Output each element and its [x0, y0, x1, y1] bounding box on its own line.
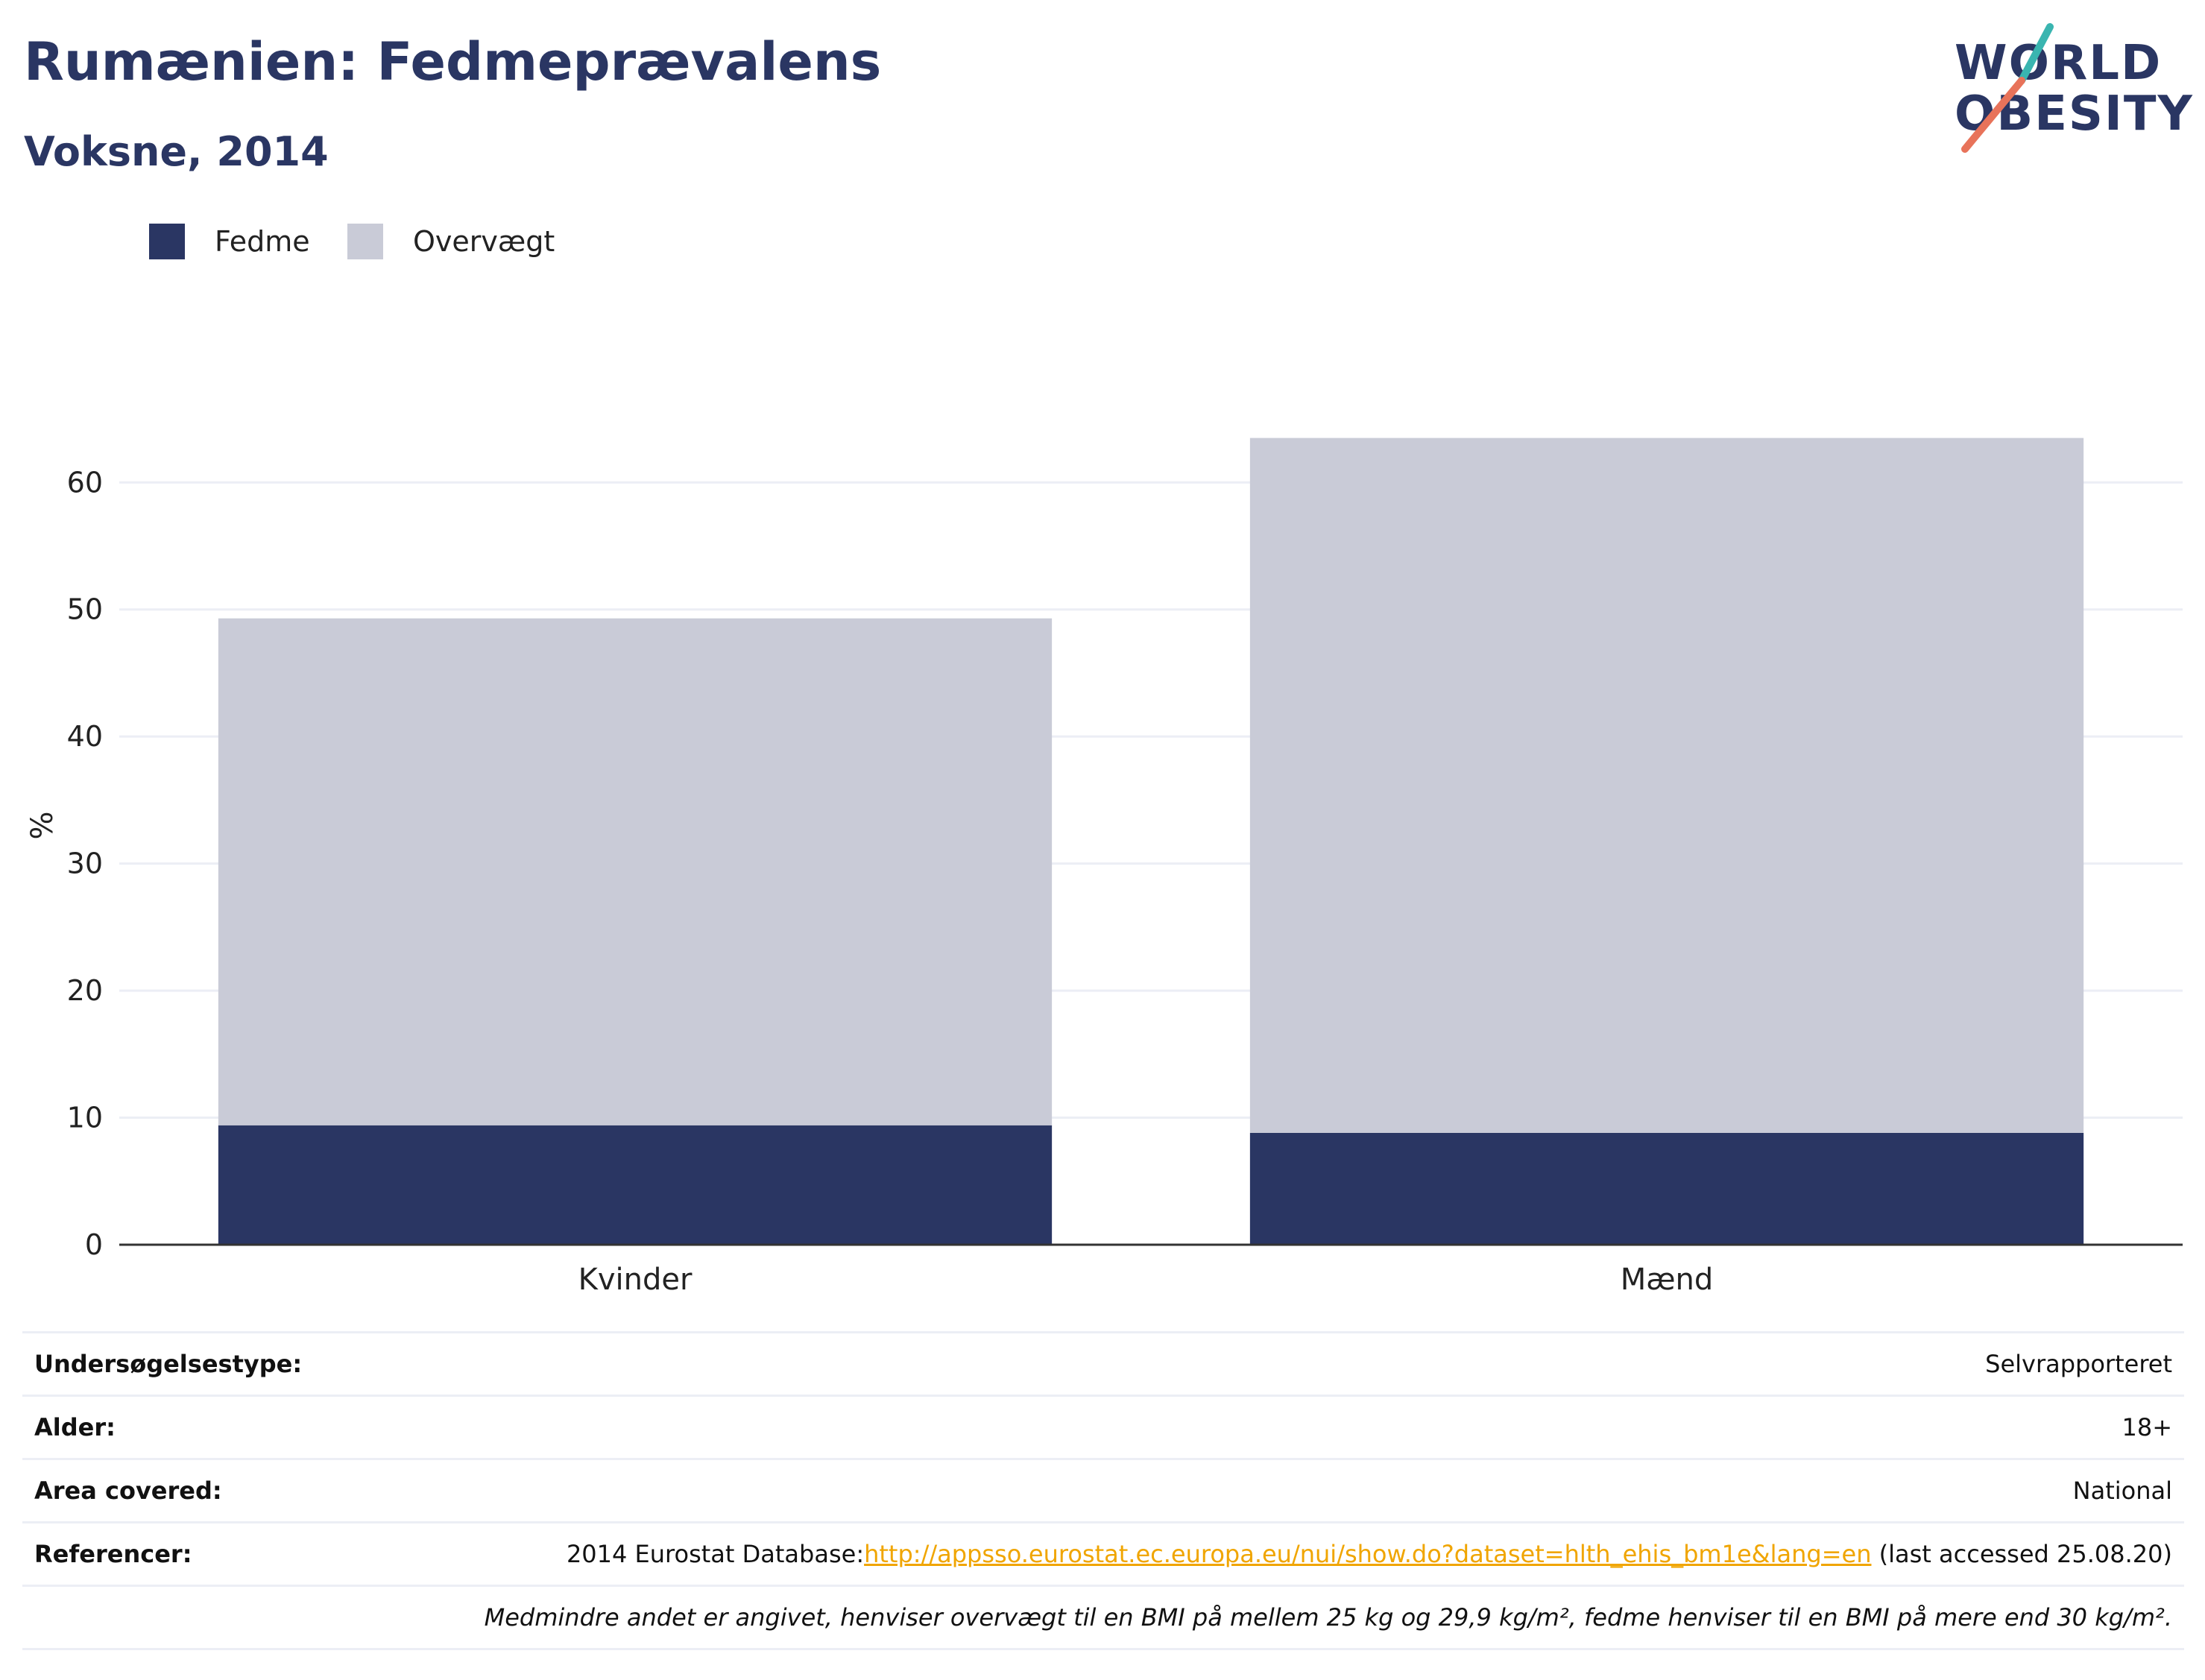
- info-row-age: Alder: 18+: [22, 1395, 2184, 1458]
- y-tick-label: 20: [67, 974, 103, 1007]
- info-row-note: Medmindre andet er angivet, henviser ove…: [22, 1585, 2184, 1650]
- y-axis-label: %: [25, 811, 60, 839]
- bar-overvaegt-1: [1249, 438, 2084, 1133]
- info-label: Alder:: [34, 1413, 116, 1441]
- reference-link[interactable]: http://appsso.eurostat.ec.europa.eu/nui/…: [864, 1540, 1872, 1568]
- info-row-references: Referencer: 2014 Eurostat Database:http:…: [22, 1521, 2184, 1585]
- y-tick-label: 10: [67, 1102, 103, 1134]
- chart-title: Rumænien: Fedmeprævalens: [24, 31, 882, 92]
- x-tick-label: Mænd: [1621, 1263, 1714, 1297]
- info-table: Undersøgelsestype: Selvrapporteret Alder…: [22, 1331, 2184, 1650]
- info-value: 18+: [2122, 1413, 2172, 1441]
- legend-swatch-fedme: [149, 224, 185, 259]
- legend-label-overvaegt: Overvægt: [413, 225, 555, 258]
- info-label: Area covered:: [34, 1477, 222, 1505]
- info-row-area: Area covered: National: [22, 1458, 2184, 1521]
- chart-subtitle: Voksne, 2014: [24, 128, 329, 175]
- y-tick-label: 0: [85, 1228, 103, 1261]
- bar-chart: 0 10 20 30 40 50 60% Kvinder Mænd: [25, 438, 2183, 1297]
- bar-overvaegt-0: [218, 618, 1053, 1125]
- bar-fedme-0: [218, 1125, 1053, 1245]
- info-row-survey-type: Undersøgelsestype: Selvrapporteret: [22, 1331, 2184, 1395]
- reference-suffix: (last accessed 25.08.20): [1871, 1540, 2172, 1568]
- bar-fedme-1: [1249, 1133, 2084, 1245]
- info-label: Referencer:: [34, 1540, 192, 1568]
- world-obesity-logo: WORLD OBESITY: [1938, 22, 2192, 157]
- logo-line-1: WORLD: [1955, 36, 2163, 91]
- y-tick-label: 60: [67, 466, 103, 499]
- x-tick-label: Kvinder: [578, 1263, 693, 1297]
- info-value: Selvrapporteret: [1985, 1350, 2172, 1378]
- y-tick-label: 50: [67, 593, 103, 626]
- y-tick-label: 30: [67, 847, 103, 880]
- reference-prefix: 2014 Eurostat Database:: [566, 1540, 865, 1568]
- legend-label-fedme: Fedme: [215, 225, 310, 258]
- info-label: Undersøgelsestype:: [34, 1350, 303, 1378]
- legend-swatch-overvaegt: [347, 224, 383, 259]
- info-value-reference: 2014 Eurostat Database:http://appsso.eur…: [567, 1523, 2172, 1585]
- definition-note: Medmindre andet er angivet, henviser ove…: [484, 1603, 2172, 1632]
- logo-slash-icon: [1961, 23, 2054, 153]
- y-tick-label: 40: [67, 720, 103, 753]
- info-value: National: [2072, 1477, 2172, 1505]
